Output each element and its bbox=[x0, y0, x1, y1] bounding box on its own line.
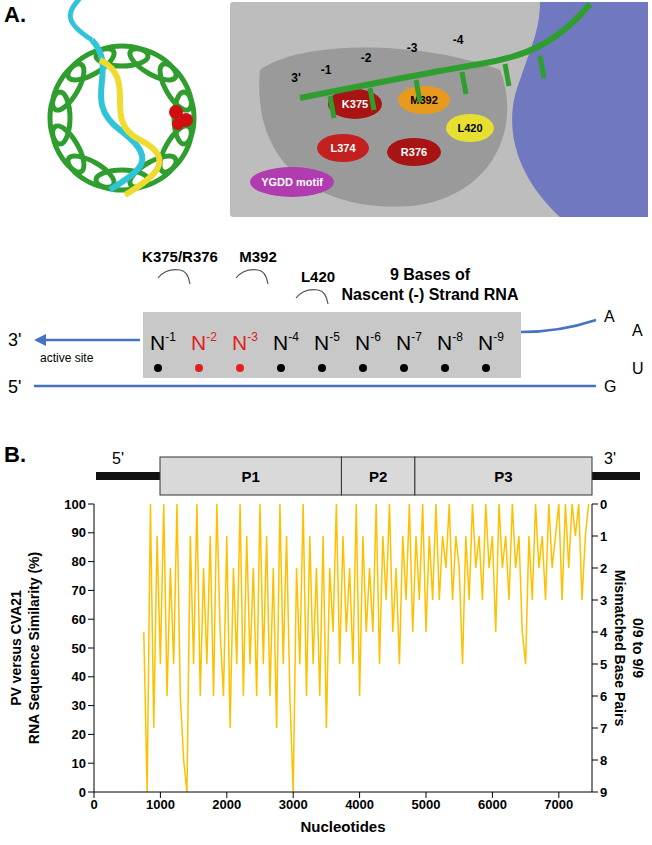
svg-text:G: G bbox=[604, 378, 616, 395]
svg-text:-4: -4 bbox=[453, 33, 464, 47]
svg-text:50: 50 bbox=[72, 641, 86, 656]
svg-text:Nascent (-) Strand RNA: Nascent (-) Strand RNA bbox=[342, 286, 519, 303]
svg-text:K375: K375 bbox=[342, 98, 368, 110]
svg-text:5': 5' bbox=[112, 450, 124, 467]
svg-text:L420: L420 bbox=[301, 268, 335, 285]
svg-text:4000: 4000 bbox=[345, 797, 374, 812]
svg-text:7000: 7000 bbox=[544, 797, 573, 812]
svg-text:L420: L420 bbox=[457, 122, 482, 134]
svg-text:0/9 to 9/9: 0/9 to 9/9 bbox=[630, 618, 646, 678]
svg-text:Nucleotides: Nucleotides bbox=[300, 818, 385, 835]
svg-text:6000: 6000 bbox=[478, 797, 507, 812]
svg-text:N-3: N-3 bbox=[232, 330, 258, 354]
svg-text:U: U bbox=[632, 360, 644, 377]
svg-text:B.: B. bbox=[4, 442, 26, 467]
svg-text:N-5: N-5 bbox=[314, 330, 340, 354]
svg-text:P3: P3 bbox=[494, 468, 512, 485]
svg-text:0: 0 bbox=[600, 497, 607, 512]
svg-text:M392: M392 bbox=[239, 248, 277, 265]
svg-text:P2: P2 bbox=[369, 468, 387, 485]
svg-text:0: 0 bbox=[90, 797, 97, 812]
svg-text:K375/R376: K375/R376 bbox=[142, 248, 218, 265]
svg-text:Mismatched Base Pairs: Mismatched Base Pairs bbox=[612, 570, 628, 727]
svg-text:6: 6 bbox=[600, 689, 607, 704]
svg-text:20: 20 bbox=[72, 727, 86, 742]
svg-text:1000: 1000 bbox=[146, 797, 175, 812]
svg-text:P1: P1 bbox=[242, 468, 260, 485]
svg-text:90: 90 bbox=[72, 525, 86, 540]
svg-text:8: 8 bbox=[600, 753, 607, 768]
svg-text:-3: -3 bbox=[407, 41, 418, 55]
svg-text:M392: M392 bbox=[410, 94, 438, 106]
svg-text:9 Bases of: 9 Bases of bbox=[390, 266, 471, 283]
svg-text:N-2: N-2 bbox=[191, 330, 217, 354]
svg-text:100: 100 bbox=[64, 497, 86, 512]
svg-text:3000: 3000 bbox=[279, 797, 308, 812]
svg-text:1: 1 bbox=[600, 529, 607, 544]
svg-text:N-9: N-9 bbox=[478, 330, 504, 354]
svg-text:80: 80 bbox=[72, 554, 86, 569]
svg-text:5': 5' bbox=[8, 377, 21, 397]
svg-text:2: 2 bbox=[600, 561, 607, 576]
svg-text:2000: 2000 bbox=[212, 797, 241, 812]
svg-text:N-6: N-6 bbox=[355, 330, 381, 354]
svg-text:N-7: N-7 bbox=[396, 330, 422, 354]
svg-text:L374: L374 bbox=[330, 142, 356, 154]
svg-text:R376: R376 bbox=[401, 146, 427, 158]
svg-text:-2: -2 bbox=[361, 51, 372, 65]
svg-text:A.: A. bbox=[4, 2, 26, 27]
svg-text:30: 30 bbox=[72, 698, 86, 713]
svg-text:N-4: N-4 bbox=[273, 330, 299, 354]
svg-text:9: 9 bbox=[600, 785, 607, 800]
svg-text:active site: active site bbox=[40, 351, 94, 365]
svg-text:-1: -1 bbox=[321, 63, 332, 77]
svg-text:RNA Sequence Similarity (%): RNA Sequence Similarity (%) bbox=[26, 552, 42, 744]
svg-text:40: 40 bbox=[72, 669, 86, 684]
svg-text:3': 3' bbox=[604, 450, 616, 467]
svg-text:A: A bbox=[604, 308, 615, 325]
svg-text:5000: 5000 bbox=[412, 797, 441, 812]
svg-text:70: 70 bbox=[72, 583, 86, 598]
svg-text:0: 0 bbox=[79, 785, 86, 800]
svg-text:3': 3' bbox=[8, 330, 21, 350]
svg-text:4: 4 bbox=[600, 625, 608, 640]
svg-text:A: A bbox=[632, 322, 643, 339]
svg-text:3: 3 bbox=[600, 593, 607, 608]
svg-text:5: 5 bbox=[600, 657, 607, 672]
svg-text:60: 60 bbox=[72, 612, 86, 627]
svg-text:N-8: N-8 bbox=[437, 330, 463, 354]
svg-text:10: 10 bbox=[72, 756, 86, 771]
svg-text:7: 7 bbox=[600, 721, 607, 736]
svg-text:PV versus CVA21: PV versus CVA21 bbox=[8, 590, 24, 706]
svg-text:N-1: N-1 bbox=[150, 330, 176, 354]
svg-text:YGDD motif: YGDD motif bbox=[261, 176, 323, 188]
svg-text:3': 3' bbox=[291, 71, 301, 85]
